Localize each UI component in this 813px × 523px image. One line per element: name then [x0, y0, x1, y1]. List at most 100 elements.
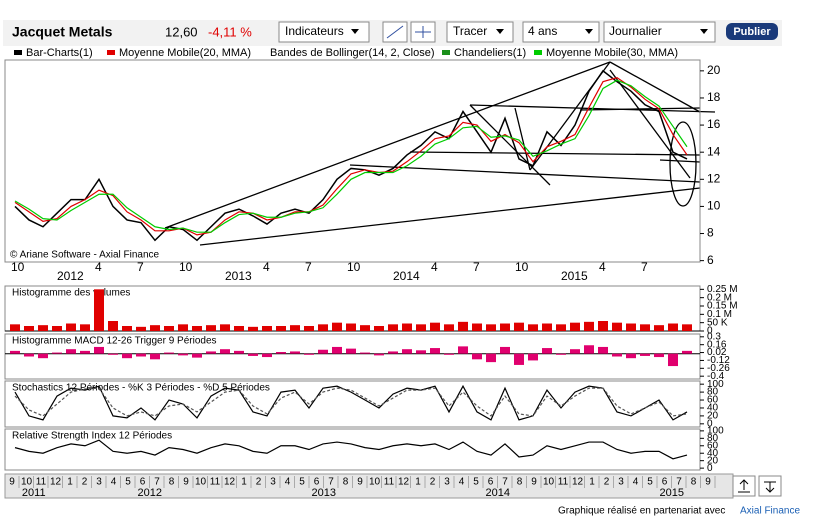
x-tick-label: 10 — [515, 260, 529, 274]
navigator-month: 4 — [111, 477, 117, 488]
interval-dropdown[interactable] — [603, 21, 716, 43]
draw-label: Tracer — [453, 24, 487, 38]
navigator-month: 10 — [21, 477, 33, 488]
bar — [262, 353, 272, 358]
navigator-month: 6 — [140, 477, 146, 488]
y-tick-label: 0 — [707, 326, 713, 337]
bar — [570, 349, 580, 354]
navigator-year: 2015 — [660, 487, 684, 499]
legend-label: Moyenne Mobile(20, MMA) — [119, 47, 251, 59]
y-tick-label: 60 — [707, 440, 719, 451]
navigator-month: 5 — [473, 477, 479, 488]
bar — [430, 322, 440, 331]
bar — [234, 350, 244, 354]
bar — [304, 353, 314, 355]
bar — [654, 325, 664, 331]
bar — [346, 323, 356, 331]
y-tick-label: 20 — [707, 63, 721, 77]
bar — [52, 352, 62, 354]
y-tick-label: 80 — [707, 387, 719, 398]
bar — [528, 324, 538, 331]
x-tick-label: 2015 — [561, 269, 588, 283]
x-tick-label: 4 — [431, 260, 438, 274]
navigator-month: 7 — [328, 477, 334, 488]
footer-link[interactable]: Axial Finance — [740, 506, 800, 517]
bar — [164, 352, 174, 354]
navigator-month: 8 — [343, 477, 349, 488]
panel-title: Stochastics 12 Périodes - %K 3 Périodes … — [12, 383, 270, 394]
bar — [360, 325, 370, 331]
bar — [668, 353, 678, 367]
bar — [10, 350, 20, 354]
bar — [542, 323, 552, 331]
navigator-month: 3 — [270, 477, 276, 488]
navigator-month: 12 — [398, 477, 410, 488]
y-tick-label: 40 — [707, 403, 719, 414]
y-tick-label: 0.1 M — [707, 309, 732, 320]
x-tick-label: 7 — [137, 260, 144, 274]
interval-label: Journalier — [609, 24, 662, 38]
y-tick-label: 0.16 — [707, 339, 727, 350]
navigator-month: 12 — [50, 477, 62, 488]
navigator-month: 6 — [488, 477, 494, 488]
navigator-month: 5 — [125, 477, 131, 488]
bar — [192, 353, 202, 358]
bar — [346, 348, 356, 354]
bar — [318, 324, 328, 331]
series-line — [14, 439, 688, 460]
y-tick-label: 10 — [707, 199, 721, 213]
navigator-month: 3 — [96, 477, 102, 488]
y-tick-label: 100 — [707, 426, 724, 437]
bar — [178, 353, 188, 356]
bar — [318, 349, 328, 354]
navigator-month: 7 — [676, 477, 682, 488]
navigator-year: 2011 — [22, 487, 46, 499]
bar — [290, 325, 300, 331]
bar — [220, 349, 230, 354]
dropdown-arrow — [585, 29, 593, 34]
bar — [388, 324, 398, 331]
y-tick-label: 12 — [707, 171, 721, 185]
navigator-month: 11 — [210, 477, 221, 488]
bar — [38, 353, 48, 359]
bar — [584, 345, 594, 354]
bar — [654, 353, 664, 358]
y-tick-label: 0.2 M — [707, 292, 732, 303]
x-tick-label: 10 — [347, 260, 361, 274]
legend-label: Bandes de Bollinger(14, 2, Close) — [270, 47, 434, 59]
bar — [570, 322, 580, 331]
bar — [500, 346, 510, 354]
series-line — [14, 69, 688, 242]
bar — [276, 326, 286, 331]
bar — [66, 349, 76, 354]
navigator-year: 2012 — [138, 487, 162, 499]
navigator-month: 10 — [543, 477, 555, 488]
period-dropdown[interactable] — [522, 21, 600, 43]
bar — [178, 324, 188, 331]
panel-frame — [4, 59, 701, 263]
line-icon — [386, 25, 404, 39]
navigator-month: 1 — [415, 477, 421, 488]
bar — [626, 323, 636, 331]
navigator-month: 10 — [195, 477, 207, 488]
navigator-month: 8 — [169, 477, 175, 488]
y-tick-label: 50 K — [707, 317, 728, 328]
navigator-month: 2 — [430, 477, 436, 488]
y-tick-label: 0 — [707, 418, 713, 429]
navigator-month: 9 — [9, 477, 15, 488]
draw-dropdown[interactable] — [446, 21, 514, 43]
navigator-month: 5 — [299, 477, 305, 488]
publish-button[interactable] — [726, 23, 778, 40]
y-tick-label: 0.3 — [707, 331, 721, 342]
x-tick-label: 2014 — [393, 269, 420, 283]
bar — [206, 325, 216, 331]
y-tick-label: 0.25 M — [707, 284, 738, 295]
bar — [416, 324, 426, 331]
bar — [122, 353, 132, 359]
bar — [388, 351, 398, 354]
navigator-month: 12 — [572, 477, 584, 488]
legend-label: Bar-Charts(1) — [26, 47, 93, 59]
bar — [500, 323, 510, 331]
bar — [668, 323, 678, 331]
indicators-dropdown[interactable] — [278, 21, 370, 43]
